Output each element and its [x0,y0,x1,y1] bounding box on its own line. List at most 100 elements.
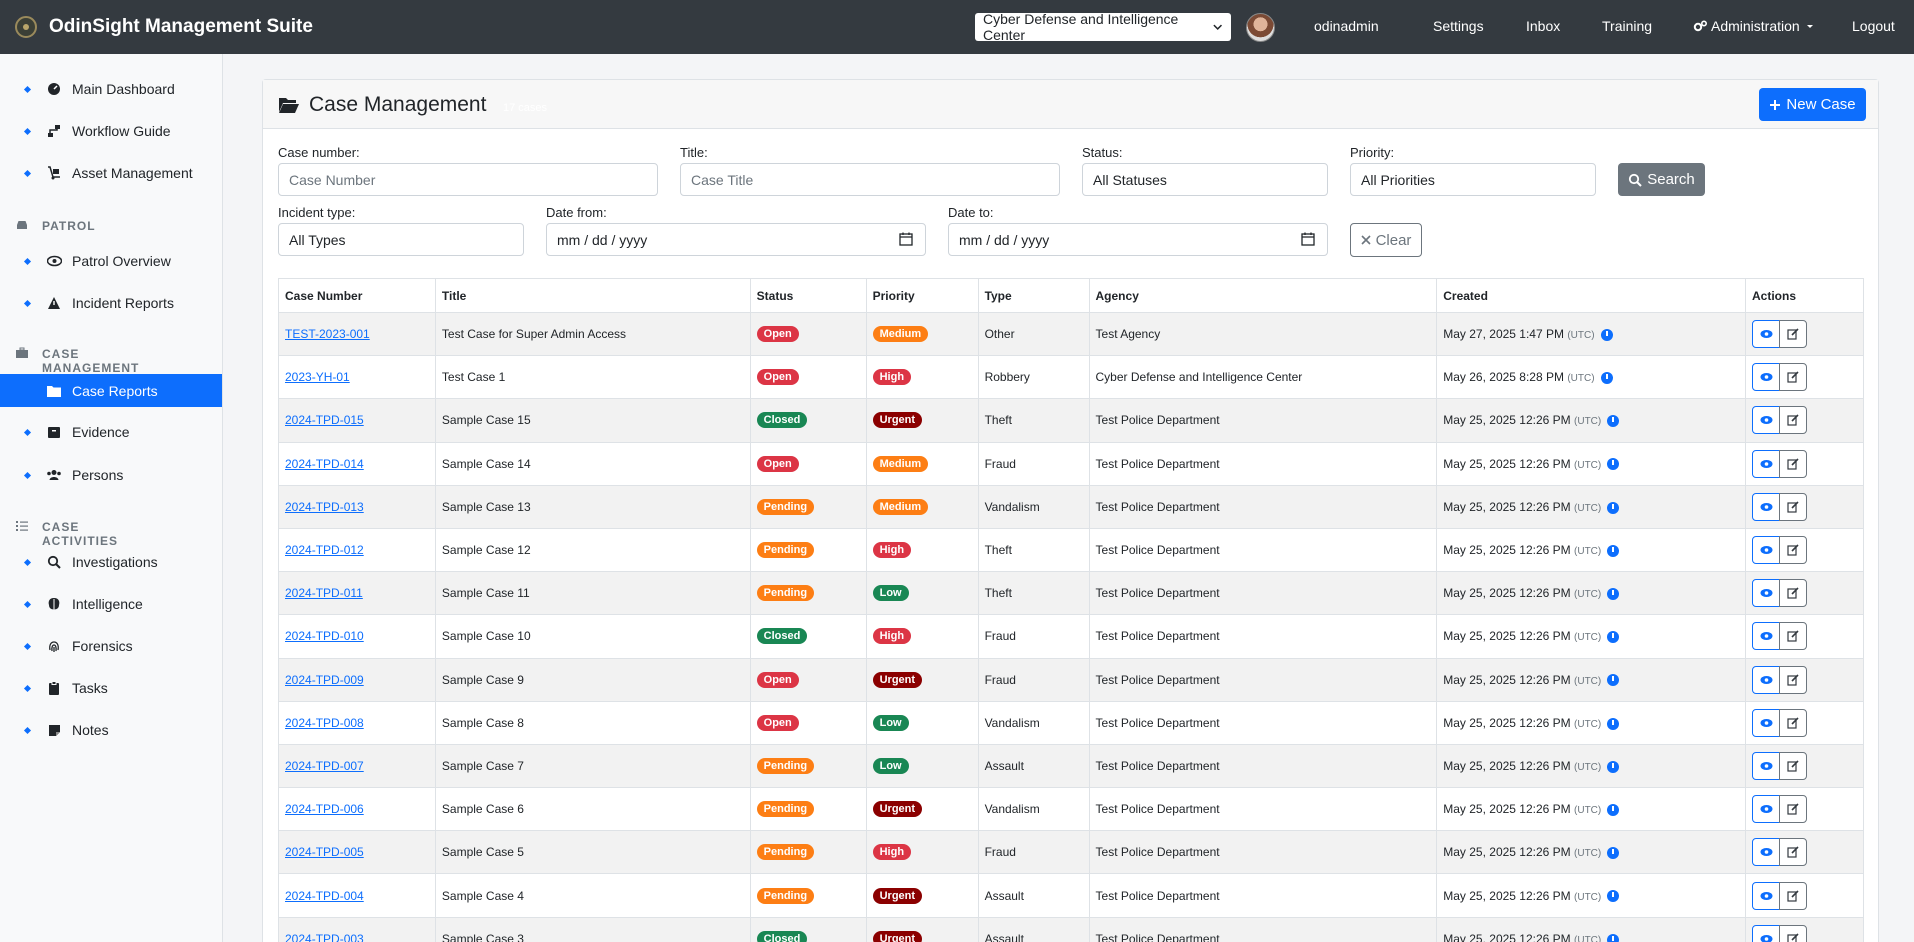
sidebar-item-patrol-overview[interactable]: Patrol Overview [0,244,222,277]
administration-dropdown[interactable]: Administration [1693,18,1815,34]
sidebar-item-persons[interactable]: Persons [0,458,222,491]
clock-icon[interactable] [1607,501,1620,514]
incident-type-select[interactable]: All Types [278,223,524,256]
sidebar-item-incident-reports[interactable]: Incident Reports [0,286,222,319]
clock-icon[interactable] [1607,847,1620,860]
view-button[interactable] [1752,924,1781,942]
column-header[interactable]: Type [977,278,1090,313]
edit-button[interactable] [1779,924,1808,942]
case-number-link[interactable]: 2024-TPD-003 [285,931,364,942]
view-button[interactable] [1752,320,1781,349]
avatar[interactable] [1246,13,1275,42]
case-number-link[interactable]: 2024-TPD-011 [285,586,363,601]
clock-icon[interactable] [1607,544,1620,557]
view-button[interactable] [1752,363,1781,392]
view-button[interactable] [1752,795,1781,824]
edit-button[interactable] [1779,363,1808,392]
clock-icon[interactable] [1607,890,1620,903]
edit-button[interactable] [1779,708,1808,737]
date-from-input[interactable]: mm / dd / yyyy [546,223,926,256]
edit-button[interactable] [1779,881,1808,910]
view-button[interactable] [1752,881,1781,910]
case-number-link[interactable]: 2024-TPD-012 [285,543,364,558]
case-number-link[interactable]: 2024-TPD-007 [285,758,364,773]
case-number-link[interactable]: TEST-2023-001 [285,327,370,342]
clock-icon[interactable] [1607,717,1620,730]
sidebar-item-case-reports[interactable]: Case Reports [0,374,222,407]
clear-button[interactable]: Clear [1350,223,1422,257]
edit-button[interactable] [1779,751,1808,780]
case-number-link[interactable]: 2024-TPD-010 [285,629,364,644]
brand[interactable]: OdinSight Management Suite [15,16,313,38]
edit-button[interactable] [1779,492,1808,521]
settings-link[interactable]: Settings [1433,18,1484,34]
sidebar-item-tasks[interactable]: Tasks [0,671,222,704]
case-number-link[interactable]: 2024-TPD-009 [285,672,364,687]
clock-icon[interactable] [1607,458,1620,471]
edit-button[interactable] [1779,449,1808,478]
training-link[interactable]: Training [1602,18,1653,34]
clock-icon[interactable] [1600,328,1613,341]
case-number-link[interactable]: 2023-YH-01 [285,370,350,385]
clock-icon[interactable] [1607,760,1620,773]
edit-button[interactable] [1779,838,1808,867]
logout-link[interactable]: Logout [1852,18,1895,34]
column-header[interactable]: Priority [865,278,979,313]
case-number-link[interactable]: 2024-TPD-014 [285,456,364,471]
column-header[interactable]: Created [1436,278,1747,313]
title-input[interactable]: Case Title [680,163,1060,196]
clock-icon[interactable] [1607,415,1620,428]
edit-button[interactable] [1779,622,1808,651]
search-button[interactable]: Search [1618,163,1705,196]
view-button[interactable] [1752,665,1781,694]
column-header[interactable]: Title [434,278,751,313]
clock-icon[interactable] [1607,803,1620,816]
new-case-button[interactable]: New Case [1759,88,1866,121]
edit-button[interactable] [1779,536,1808,565]
edit-button[interactable] [1779,665,1808,694]
calendar-icon[interactable] [899,232,913,246]
sidebar-item-workflow-guide[interactable]: Workflow Guide [0,114,222,147]
sidebar-item-intelligence[interactable]: Intelligence [0,587,222,620]
column-header[interactable]: Status [749,278,867,313]
column-header[interactable]: Case Number [278,278,436,313]
view-button[interactable] [1752,708,1781,737]
clock-icon[interactable] [1607,674,1620,687]
case-number-link[interactable]: 2024-TPD-013 [285,499,364,514]
view-button[interactable] [1752,449,1781,478]
inbox-link[interactable]: Inbox [1526,18,1561,34]
case-number-link[interactable]: 2024-TPD-015 [285,413,364,428]
view-button[interactable] [1752,622,1781,651]
view-button[interactable] [1752,579,1781,608]
sidebar-item-investigations[interactable]: Investigations [0,545,222,578]
clock-icon[interactable] [1600,372,1613,385]
sidebar-item-asset-management[interactable]: Asset Management [0,156,222,189]
case-number-link[interactable]: 2024-TPD-008 [285,715,364,730]
clock-icon[interactable] [1607,588,1620,601]
sidebar-item-forensics[interactable]: Forensics [0,629,222,662]
clock-icon[interactable] [1607,933,1620,942]
view-button[interactable] [1752,838,1781,867]
calendar-icon[interactable] [1301,232,1315,246]
edit-button[interactable] [1779,320,1808,349]
priority-select[interactable]: All Priorities [1350,163,1596,196]
column-header[interactable]: Agency [1088,278,1438,313]
view-button[interactable] [1752,492,1781,521]
view-button[interactable] [1752,751,1781,780]
view-button[interactable] [1752,406,1781,435]
agency-select[interactable]: Cyber Defense and Intelligence Center [975,11,1231,43]
sidebar-item-main-dashboard[interactable]: Main Dashboard [0,72,222,105]
case-number-link[interactable]: 2024-TPD-005 [285,845,364,860]
username-link[interactable]: odinadmin [1314,18,1379,34]
edit-button[interactable] [1779,406,1808,435]
clock-icon[interactable] [1607,631,1620,644]
sidebar-item-notes[interactable]: Notes [0,713,222,746]
case-number-input[interactable]: Case Number [278,163,658,196]
case-number-link[interactable]: 2024-TPD-006 [285,802,364,817]
date-to-input[interactable]: mm / dd / yyyy [948,223,1328,256]
case-number-link[interactable]: 2024-TPD-004 [285,888,364,903]
view-button[interactable] [1752,536,1781,565]
status-select[interactable]: All Statuses [1082,163,1328,196]
edit-button[interactable] [1779,795,1808,824]
edit-button[interactable] [1779,579,1808,608]
